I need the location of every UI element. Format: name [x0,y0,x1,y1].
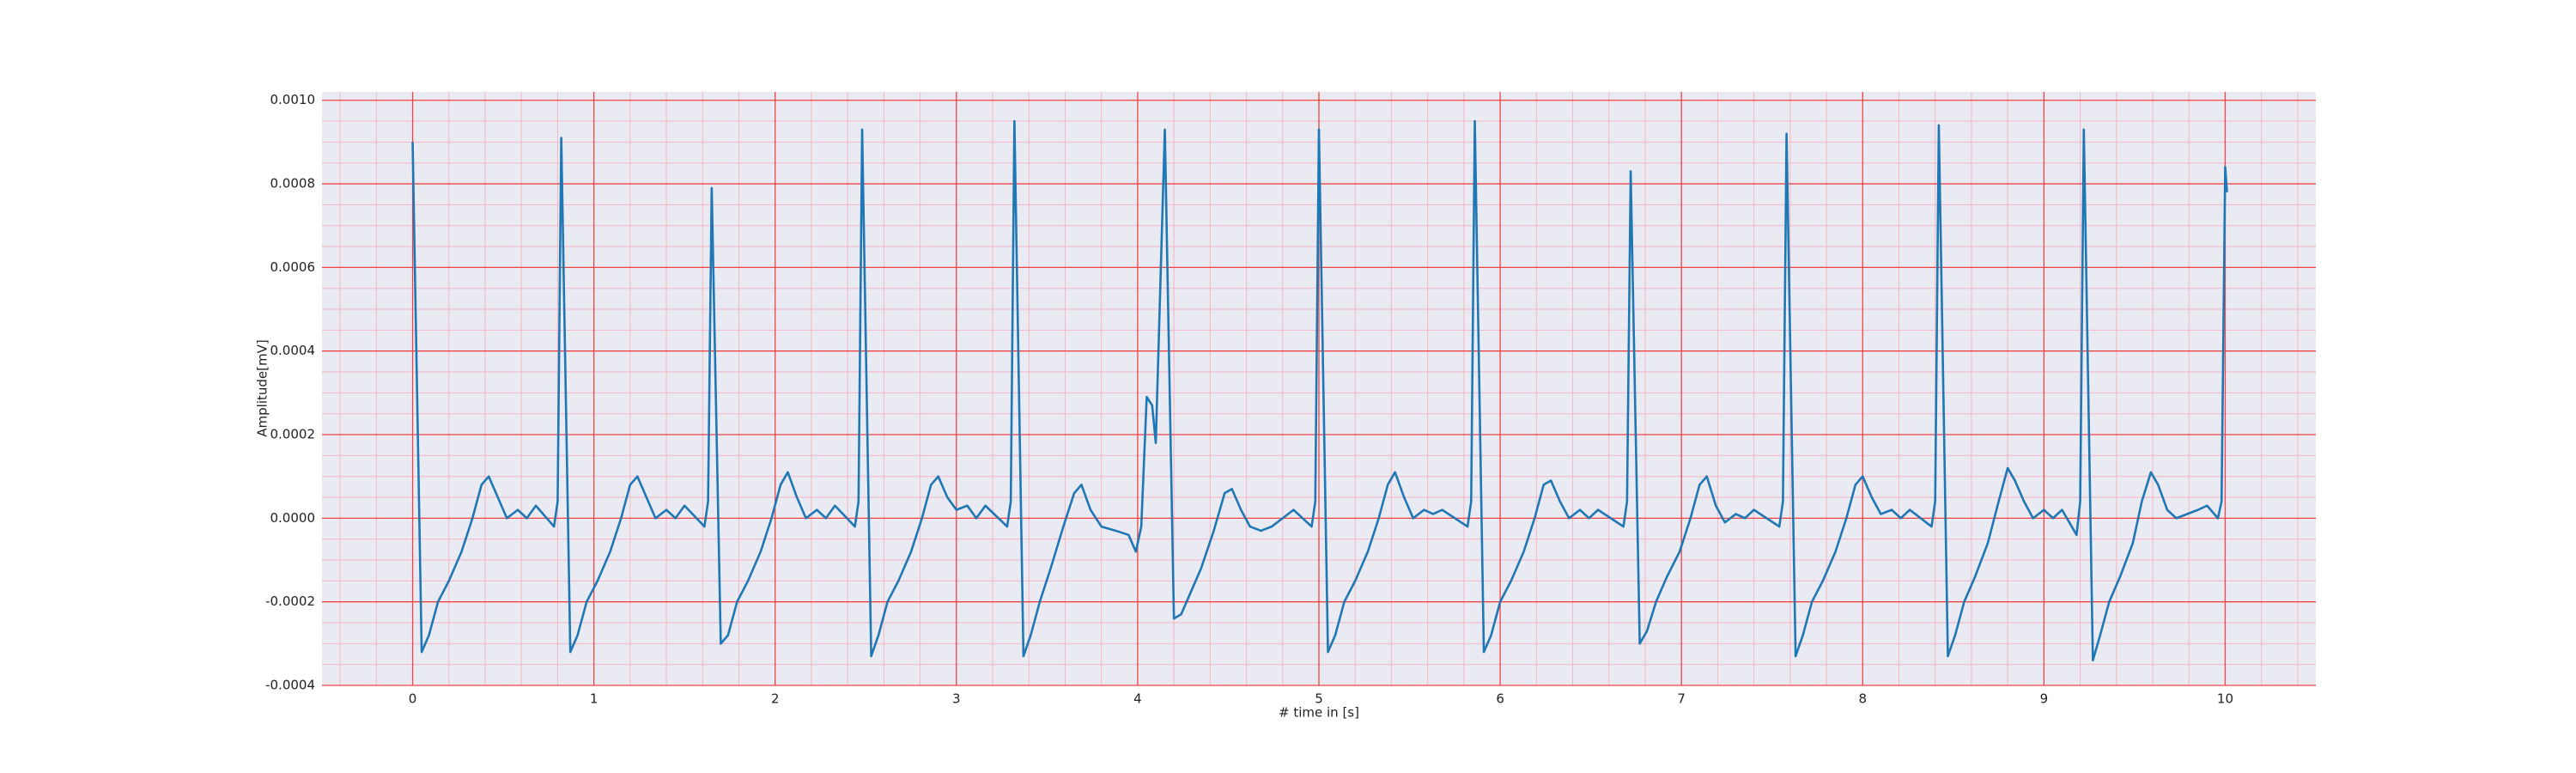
x-tick-label: 4 [1133,691,1142,707]
y-tick-label: 0.0000 [270,510,316,526]
x-tick-label: 9 [2040,691,2049,707]
x-tick-label: 7 [1677,691,1686,707]
y-axis-label: Amplitude[mV] [255,339,270,436]
y-tick-label: 0.0002 [270,427,316,442]
y-tick-label: 0.0006 [270,259,316,275]
x-axis-label: # time in [s] [1279,705,1359,721]
y-tick-label: 0.0010 [270,92,316,107]
x-tick-label: 3 [952,691,961,707]
x-tick-label: 6 [1496,691,1504,707]
y-tick-label: 0.0008 [270,176,316,192]
x-tick-label: 1 [590,691,598,707]
x-tick-label: 10 [2217,691,2233,707]
signal-line [411,119,2228,662]
x-tick-label: 2 [771,691,780,707]
x-tick-label: 0 [409,691,417,707]
y-tick-label: -0.0002 [265,593,315,609]
x-tick-label: 5 [1315,691,1323,707]
y-tick-label: -0.0004 [265,678,315,693]
x-tick-label: 8 [1858,691,1867,707]
y-tick-label: 0.0004 [270,343,316,358]
